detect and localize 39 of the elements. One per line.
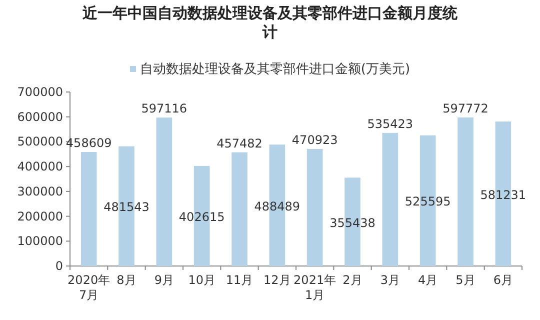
data-label: 470923 [292, 132, 338, 147]
bar [80, 152, 97, 266]
legend-label: 自动数据处理设备及其零部件进口金额(万美元) [138, 62, 410, 77]
y-tick-label: 300000 [17, 184, 63, 198]
x-tick-label: 2月 [342, 273, 362, 287]
data-label: 581231 [480, 188, 526, 202]
y-tick-label: 0 [55, 259, 63, 273]
bar [156, 118, 172, 266]
y-tick-label: 500000 [17, 134, 63, 149]
bar [306, 148, 323, 266]
x-tick-label: 2021年1月 [294, 273, 336, 302]
data-label: 457482 [216, 136, 262, 150]
data-label: 481543 [104, 200, 150, 214]
x-tick-label: 5月 [456, 273, 476, 287]
x-tick-label: 12月 [264, 273, 291, 287]
x-tick-label: 3月 [380, 273, 400, 287]
data-label: 402615 [178, 210, 225, 224]
x-tick-label: 11月 [226, 273, 254, 287]
x-tick-label: 4月 [418, 273, 438, 287]
data-label: 597116 [141, 102, 188, 116]
x-tick-label: 2020年7月 [68, 273, 110, 302]
bar [232, 152, 248, 266]
x-tick-label: 6月 [493, 273, 513, 287]
data-label: 535423 [367, 116, 414, 131]
chart-title: 近一年中国自动数据处理设备及其零部件进口金额月度统计 [82, 4, 458, 42]
x-tick-label: 10月 [188, 273, 216, 287]
y-tick-label: 400000 [17, 160, 63, 174]
bar [382, 132, 398, 266]
data-label: 355438 [330, 216, 376, 230]
data-label: 488489 [254, 199, 300, 214]
y-tick-label: 200000 [17, 209, 63, 224]
data-label: 525595 [404, 194, 451, 209]
y-tick-label: 100000 [17, 234, 63, 248]
x-tick-label: 8月 [116, 273, 136, 287]
bar [458, 117, 474, 266]
data-label: 597772 [442, 101, 488, 116]
y-tick-label: 600000 [17, 110, 63, 124]
y-tick-label: 700000 [17, 85, 63, 99]
x-tick-label: 9月 [154, 273, 174, 287]
